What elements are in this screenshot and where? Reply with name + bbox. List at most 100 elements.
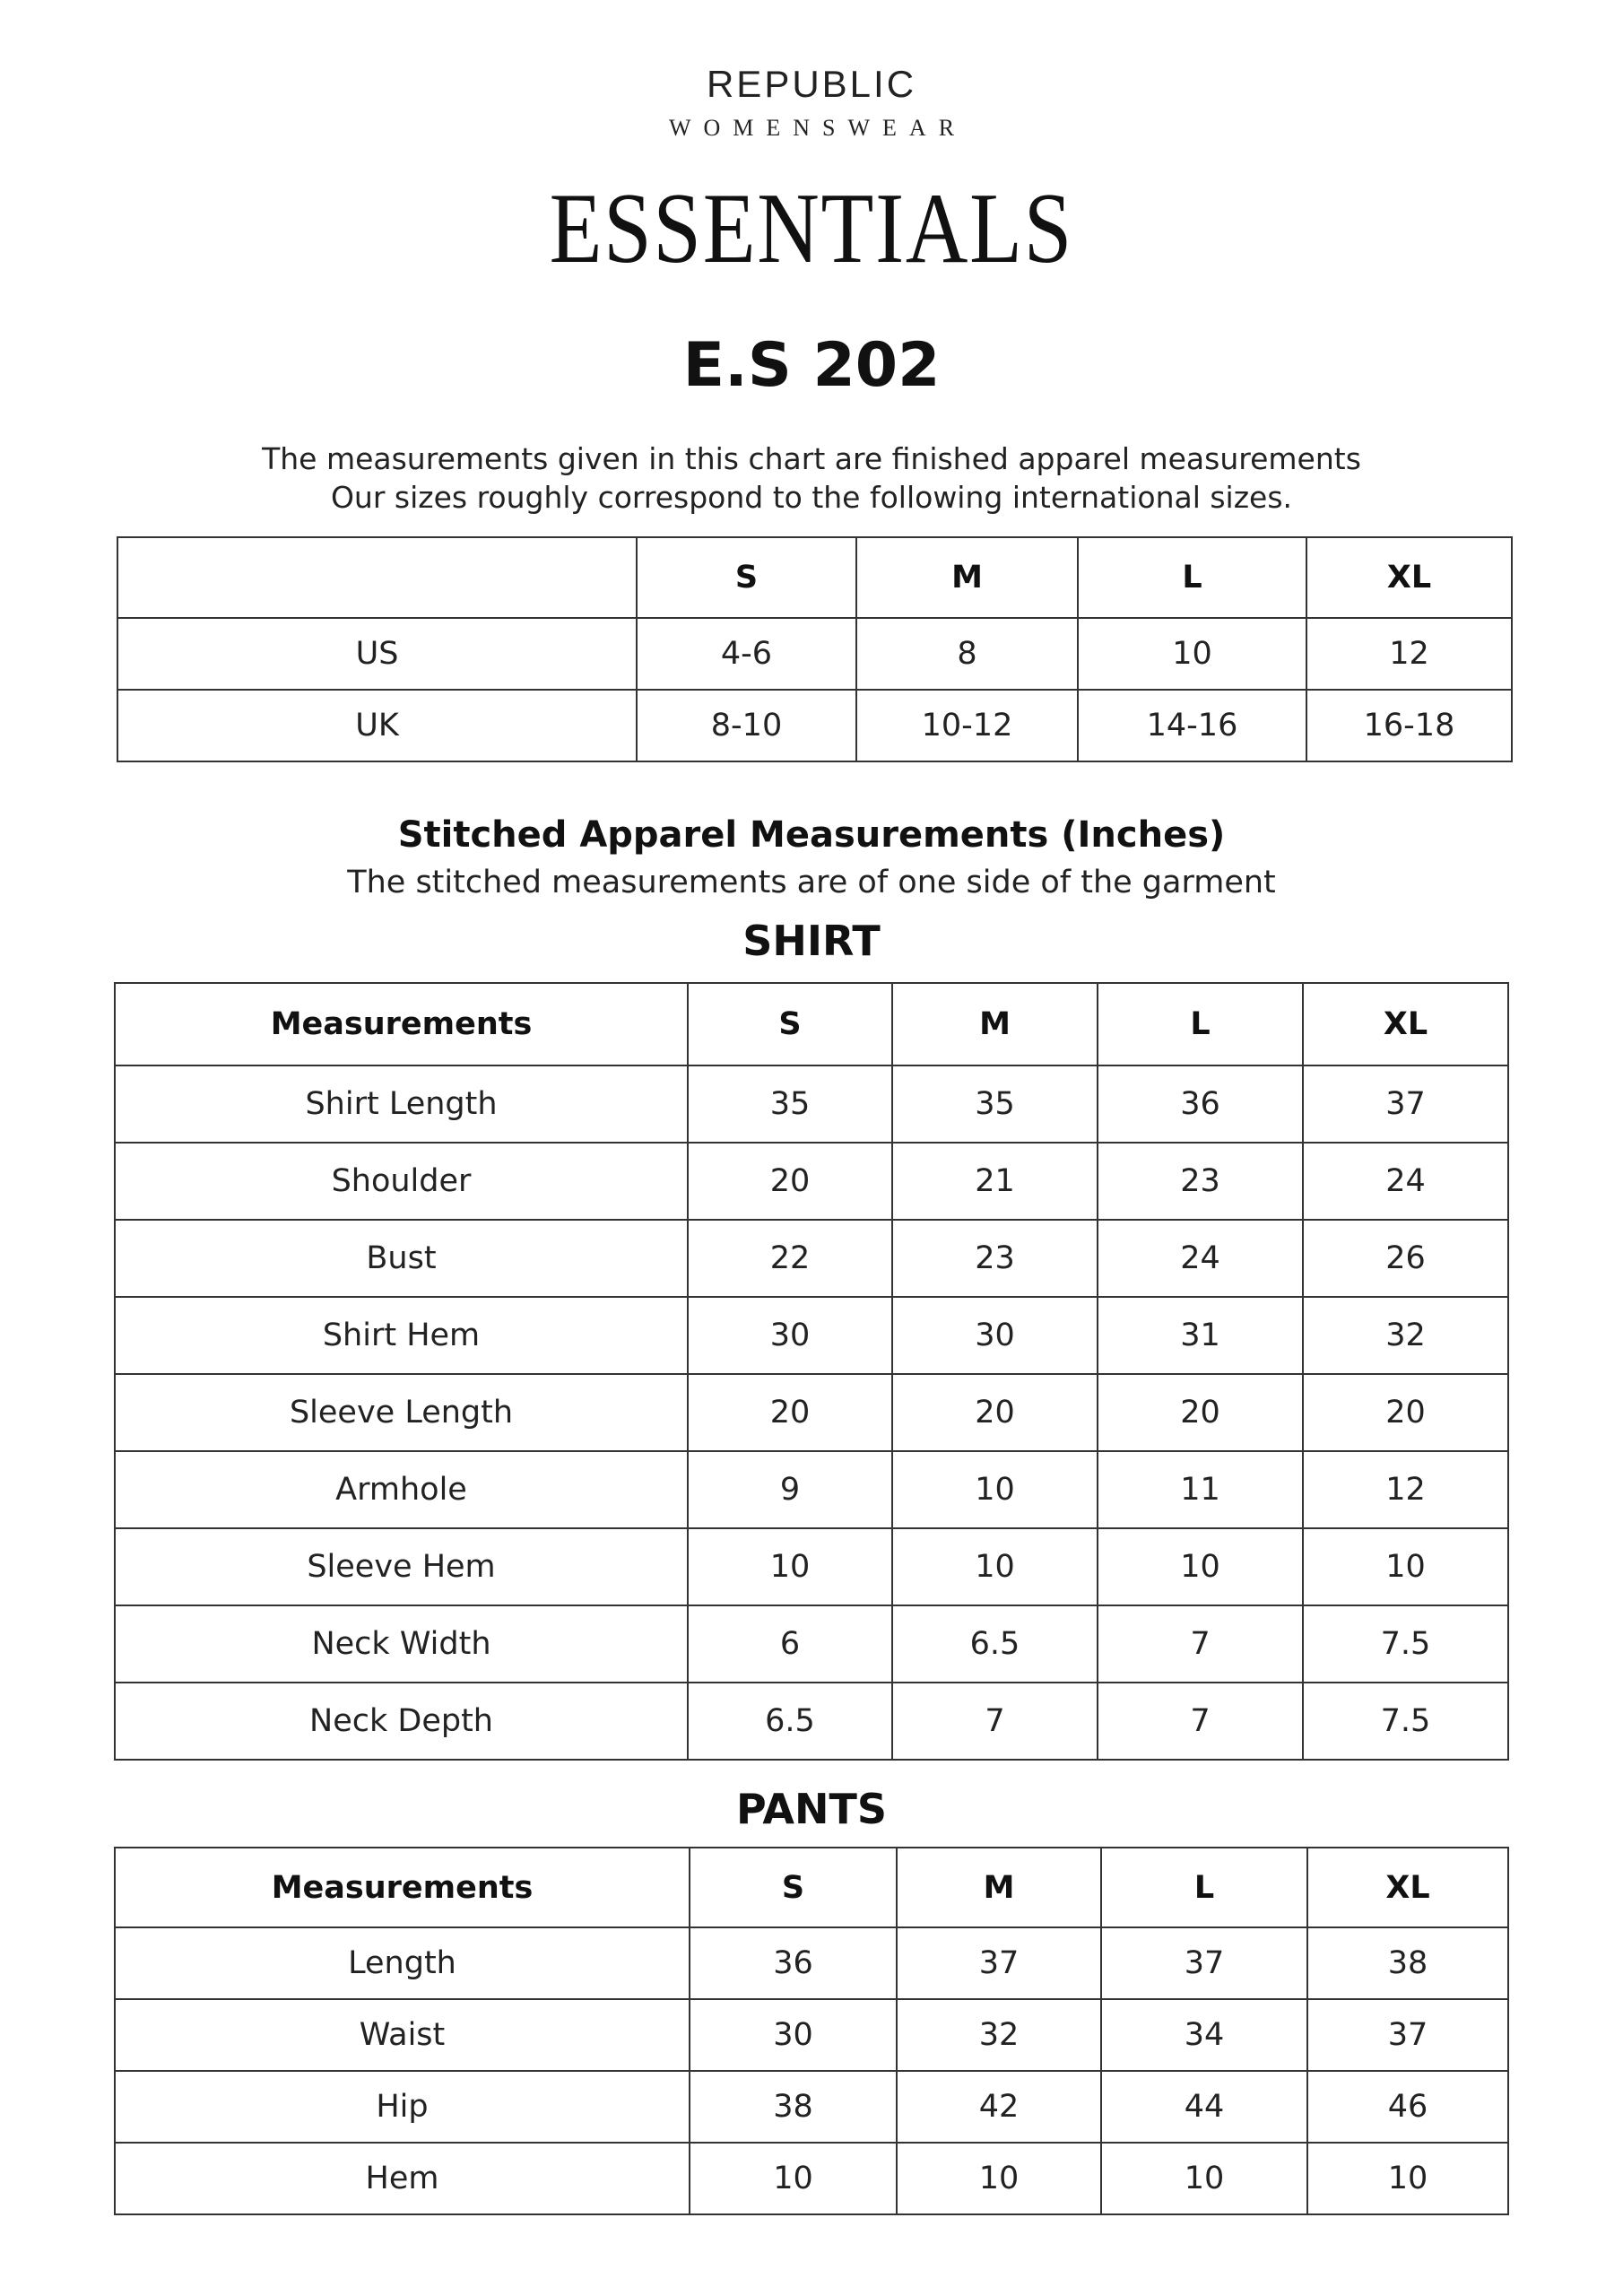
- table-cell: 10: [1097, 1527, 1304, 1606]
- pants-measurement-table: Measurements S M L XL Length 36 37 37 38 Waist 30 32…: [114, 1847, 1509, 2215]
- table-cell: 10: [1100, 2142, 1308, 2215]
- table-cell: 23: [1097, 1142, 1304, 1221]
- table-cell: 22: [687, 1219, 893, 1298]
- row-label: UK: [117, 689, 638, 762]
- row-label: Sleeve Length: [114, 1373, 689, 1452]
- row-label: Shirt Length: [114, 1065, 689, 1144]
- row-label: Sleeve Hem: [114, 1527, 689, 1606]
- table-cell: 37: [1306, 1998, 1509, 2072]
- table-cell: 6: [687, 1605, 893, 1683]
- table-cell: 6.5: [687, 1682, 893, 1761]
- table-cell: 16-18: [1306, 689, 1513, 762]
- table-cell: 37: [896, 1926, 1102, 2000]
- column-header: L: [1097, 982, 1304, 1066]
- table-cell: 7.5: [1302, 1682, 1509, 1761]
- table-row: Shoulder 20 21 23 24: [114, 1142, 1509, 1221]
- table-cell: 10: [891, 1450, 1098, 1529]
- column-header: [117, 536, 638, 619]
- row-label: Shirt Hem: [114, 1296, 689, 1375]
- table-cell: 10: [1306, 2142, 1509, 2215]
- table-row: Neck Width 6 6.5 7 7.5: [114, 1605, 1509, 1683]
- row-label: Shoulder: [114, 1142, 689, 1221]
- table-cell: 7.5: [1302, 1605, 1509, 1683]
- table-cell: 10: [1302, 1527, 1509, 1606]
- table-cell: 12: [1302, 1450, 1509, 1529]
- table-cell: 38: [1306, 1926, 1509, 2000]
- table-header-row: Measurements S M L XL: [114, 982, 1509, 1066]
- table-cell: 7: [1097, 1605, 1304, 1683]
- table-row: Sleeve Length 20 20 20 20: [114, 1373, 1509, 1452]
- column-header: M: [891, 982, 1098, 1066]
- table-cell: 30: [687, 1296, 893, 1375]
- table-cell: 23: [891, 1219, 1098, 1298]
- table-cell: 30: [891, 1296, 1098, 1375]
- table-row: UK 8-10 10-12 14-16 16-18: [117, 689, 1513, 762]
- intro-text: The measurements given in this chart are…: [0, 439, 1623, 517]
- column-header: XL: [1306, 536, 1513, 619]
- table-row: Bust 22 23 24 26: [114, 1219, 1509, 1298]
- table-row: US 4-6 8 10 12: [117, 617, 1513, 691]
- table-cell: 20: [1097, 1373, 1304, 1452]
- table-cell: 32: [1302, 1296, 1509, 1375]
- table-cell: 37: [1302, 1065, 1509, 1144]
- table-cell: 44: [1100, 2070, 1308, 2144]
- table-cell: 10: [1077, 617, 1307, 691]
- table-cell: 36: [689, 1926, 898, 2000]
- table-cell: 20: [891, 1373, 1098, 1452]
- table-cell: 30: [689, 1998, 898, 2072]
- table-row: Length 36 37 37 38: [114, 1926, 1509, 2000]
- table-cell: 11: [1097, 1450, 1304, 1529]
- table-cell: 32: [896, 1998, 1102, 2072]
- row-label: US: [117, 617, 638, 691]
- stitched-note: The stitched measurements are of one sid…: [347, 865, 1276, 900]
- table-cell: 21: [891, 1142, 1098, 1221]
- column-header: S: [636, 536, 857, 619]
- table-cell: 36: [1097, 1065, 1304, 1144]
- table-cell: 34: [1100, 1998, 1308, 2072]
- intro-line-2: Our sizes roughly correspond to the foll…: [330, 480, 1293, 515]
- table-cell: 37: [1100, 1926, 1308, 2000]
- table-cell: 10: [896, 2142, 1102, 2215]
- table-row: Waist 30 32 34 37: [114, 1998, 1509, 2072]
- table-cell: 24: [1302, 1142, 1509, 1221]
- table-row: Armhole 9 10 11 12: [114, 1450, 1509, 1529]
- table-cell: 12: [1306, 617, 1513, 691]
- table-cell: 35: [891, 1065, 1098, 1144]
- table-cell: 4-6: [636, 617, 857, 691]
- table-cell: 10: [689, 2142, 898, 2215]
- table-cell: 20: [1302, 1373, 1509, 1452]
- table-cell: 10: [687, 1527, 893, 1606]
- style-code: E.S 202: [682, 330, 941, 401]
- table-cell: 9: [687, 1450, 893, 1529]
- column-header: Measurements: [114, 1847, 690, 1928]
- row-label: Length: [114, 1926, 690, 2000]
- table-cell: 10-12: [855, 689, 1079, 762]
- table-cell: 10: [891, 1527, 1098, 1606]
- table-cell: 14-16: [1077, 689, 1307, 762]
- table-cell: 6.5: [891, 1605, 1098, 1683]
- table-row: Neck Depth 6.5 7 7 7.5: [114, 1682, 1509, 1761]
- table-row: Shirt Hem 30 30 31 32: [114, 1296, 1509, 1375]
- column-header: L: [1077, 536, 1307, 619]
- table-row: Shirt Length 35 35 36 37: [114, 1065, 1509, 1144]
- shirt-measurement-table: Measurements S M L XL Shirt Length 35 35 36 37 Sho…: [114, 982, 1509, 1761]
- intro-line-1: The measurements given in this chart are…: [262, 441, 1361, 476]
- brand-logo-name: REPUBLIC: [706, 63, 917, 105]
- table-cell: 35: [687, 1065, 893, 1144]
- table-cell: 46: [1306, 2070, 1509, 2144]
- row-label: Waist: [114, 1998, 690, 2072]
- row-label: Armhole: [114, 1450, 689, 1529]
- row-label: Hem: [114, 2142, 690, 2215]
- row-label: Bust: [114, 1219, 689, 1298]
- table-cell: 7: [1097, 1682, 1304, 1761]
- table-cell: 20: [687, 1373, 893, 1452]
- stitched-title: Stitched Apparel Measurements (Inches): [397, 814, 1226, 856]
- brand-logo-subname: WOMENSWEAR: [668, 115, 968, 141]
- collection-title: ESSENTIALS: [0, 170, 1623, 287]
- column-header: S: [689, 1847, 898, 1928]
- table-cell: 24: [1097, 1219, 1304, 1298]
- row-label: Neck Width: [114, 1605, 689, 1683]
- table-row: Sleeve Hem 10 10 10 10: [114, 1527, 1509, 1606]
- column-header: XL: [1302, 982, 1509, 1066]
- column-header: M: [855, 536, 1079, 619]
